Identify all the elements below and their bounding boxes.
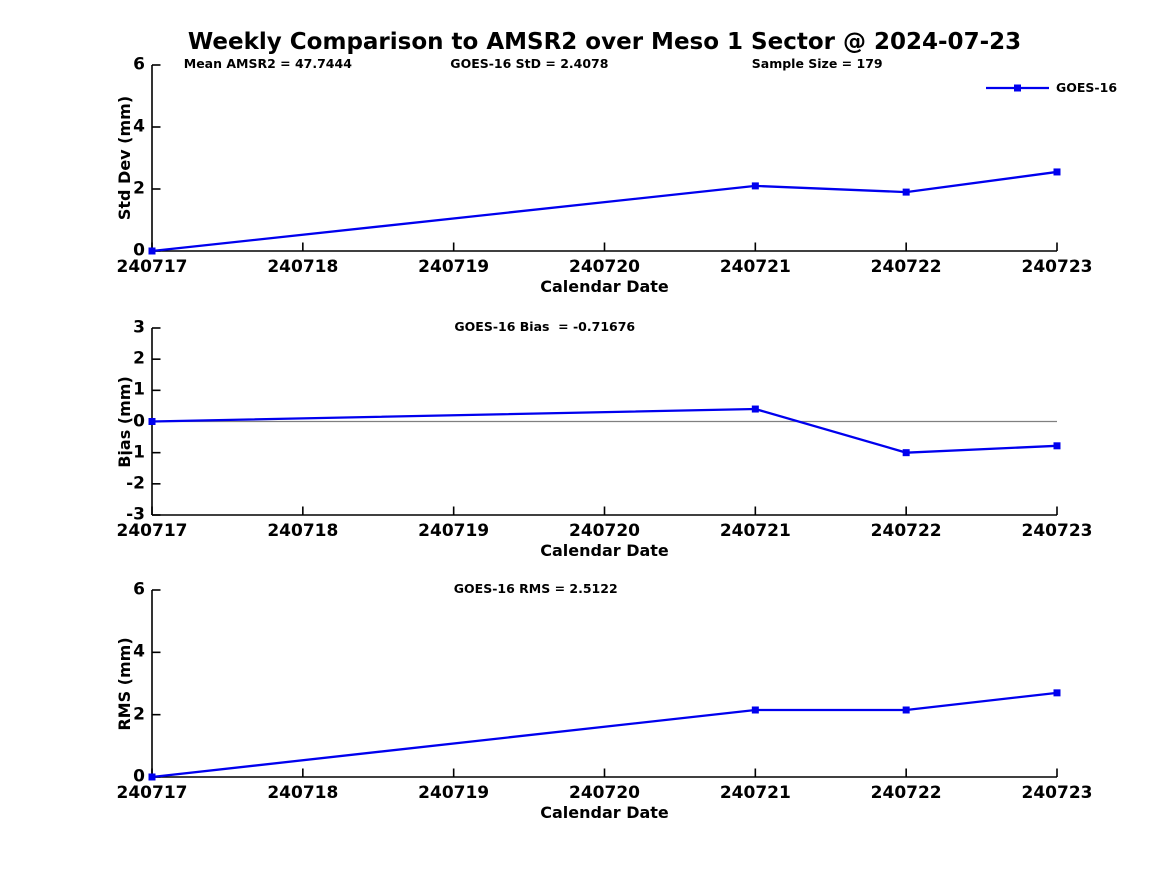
data-point-marker — [148, 418, 156, 425]
data-point-marker — [751, 182, 759, 190]
data-point-marker — [902, 449, 910, 457]
series-line — [151, 170, 1058, 253]
data-point-marker — [1053, 689, 1061, 697]
series-line — [151, 407, 1058, 454]
data-point-marker — [751, 706, 759, 714]
series-line — [151, 691, 1058, 779]
data-point-marker — [148, 773, 156, 781]
data-point-marker — [751, 405, 759, 413]
legend-marker — [1014, 84, 1021, 92]
data-point-marker — [1053, 168, 1061, 176]
data-point-marker — [902, 188, 910, 196]
chart-title: Weekly Comparison to AMSR2 over Meso 1 S… — [187, 29, 1022, 55]
data-point-marker — [1053, 442, 1061, 450]
data-point-marker — [148, 247, 156, 255]
data-point-marker — [902, 706, 910, 714]
